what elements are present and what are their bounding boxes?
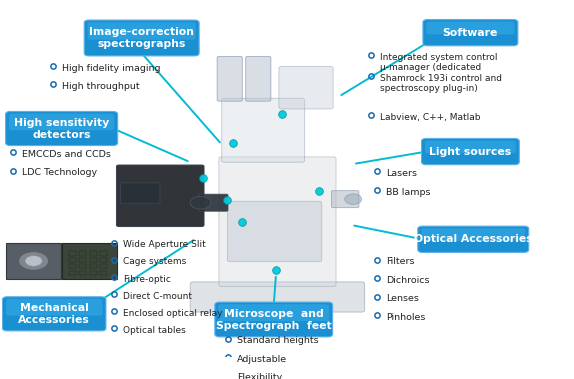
- FancyBboxPatch shape: [199, 194, 228, 211]
- Text: Wide Aperture Slit: Wide Aperture Slit: [123, 240, 205, 249]
- FancyBboxPatch shape: [421, 138, 519, 165]
- Text: BB lamps: BB lamps: [386, 188, 430, 197]
- Bar: [100, 251, 107, 255]
- Circle shape: [25, 255, 42, 266]
- Text: Dichroics: Dichroics: [386, 276, 429, 285]
- Text: Lasers: Lasers: [386, 169, 417, 178]
- FancyBboxPatch shape: [215, 302, 332, 337]
- Text: Optical tables: Optical tables: [123, 326, 185, 335]
- FancyBboxPatch shape: [418, 226, 529, 252]
- Bar: [90, 264, 96, 268]
- Text: Direct C-mount: Direct C-mount: [123, 291, 192, 301]
- Text: High fidelity imaging: High fidelity imaging: [62, 64, 161, 73]
- FancyBboxPatch shape: [62, 243, 117, 279]
- Bar: [79, 251, 86, 255]
- FancyBboxPatch shape: [117, 165, 204, 227]
- Bar: [69, 258, 76, 262]
- Text: Pinholes: Pinholes: [386, 313, 425, 322]
- Text: Lenses: Lenses: [386, 294, 418, 304]
- Bar: [79, 271, 86, 275]
- Text: Integrated system control: Integrated system control: [380, 53, 498, 62]
- Bar: [79, 264, 86, 268]
- Text: μ-manager (dedicated
Shamrock 193i control and
spectroscopy plug-in): μ-manager (dedicated Shamrock 193i contr…: [380, 63, 502, 93]
- Text: Filters: Filters: [386, 257, 414, 266]
- FancyBboxPatch shape: [426, 22, 514, 34]
- FancyBboxPatch shape: [279, 66, 333, 109]
- FancyBboxPatch shape: [227, 201, 322, 262]
- Bar: [69, 251, 76, 255]
- Bar: [69, 264, 76, 268]
- Bar: [100, 264, 107, 268]
- FancyBboxPatch shape: [331, 191, 359, 208]
- Bar: [90, 258, 96, 262]
- FancyBboxPatch shape: [9, 114, 114, 130]
- FancyBboxPatch shape: [84, 20, 199, 56]
- Text: High sensitivity
detectors: High sensitivity detectors: [14, 117, 109, 139]
- Text: Optical Accessories: Optical Accessories: [414, 234, 533, 244]
- Circle shape: [344, 194, 362, 205]
- FancyBboxPatch shape: [121, 183, 160, 204]
- FancyBboxPatch shape: [222, 98, 305, 162]
- Text: LDC Technology: LDC Technology: [22, 168, 98, 177]
- Text: Enclosed optical relay: Enclosed optical relay: [123, 309, 222, 318]
- Circle shape: [19, 252, 48, 270]
- Text: Image-correction
spectrographs: Image-correction spectrographs: [89, 27, 194, 49]
- Text: Flexibility: Flexibility: [237, 373, 282, 379]
- FancyBboxPatch shape: [218, 304, 329, 321]
- Text: Standard heights: Standard heights: [237, 336, 319, 345]
- Text: Light sources: Light sources: [429, 147, 511, 157]
- Bar: [100, 258, 107, 262]
- FancyBboxPatch shape: [217, 56, 242, 101]
- Text: High throughput: High throughput: [62, 82, 140, 91]
- FancyBboxPatch shape: [425, 141, 516, 153]
- FancyBboxPatch shape: [2, 297, 106, 331]
- FancyBboxPatch shape: [88, 22, 196, 40]
- Bar: [79, 258, 86, 262]
- FancyBboxPatch shape: [246, 56, 271, 101]
- FancyBboxPatch shape: [6, 243, 61, 279]
- FancyBboxPatch shape: [6, 299, 103, 316]
- Text: Software: Software: [443, 28, 498, 38]
- Text: Adjustable: Adjustable: [237, 355, 287, 364]
- FancyBboxPatch shape: [421, 228, 525, 241]
- Text: EMCCDs and CCDs: EMCCDs and CCDs: [22, 150, 111, 159]
- Circle shape: [190, 196, 211, 209]
- Bar: [69, 271, 76, 275]
- Bar: [100, 271, 107, 275]
- Text: Fibre-optic: Fibre-optic: [123, 274, 170, 283]
- Bar: [90, 271, 96, 275]
- Text: Labview, C++, Matlab: Labview, C++, Matlab: [380, 113, 480, 122]
- Text: Microscope  and
Spectrograph  feet: Microscope and Spectrograph feet: [216, 309, 332, 330]
- FancyBboxPatch shape: [423, 19, 518, 46]
- Bar: [90, 251, 96, 255]
- FancyBboxPatch shape: [6, 111, 118, 146]
- FancyBboxPatch shape: [190, 282, 364, 312]
- Text: Cage systems: Cage systems: [123, 257, 186, 266]
- FancyBboxPatch shape: [219, 157, 336, 287]
- Text: Mechanical
Accessories: Mechanical Accessories: [18, 303, 90, 325]
